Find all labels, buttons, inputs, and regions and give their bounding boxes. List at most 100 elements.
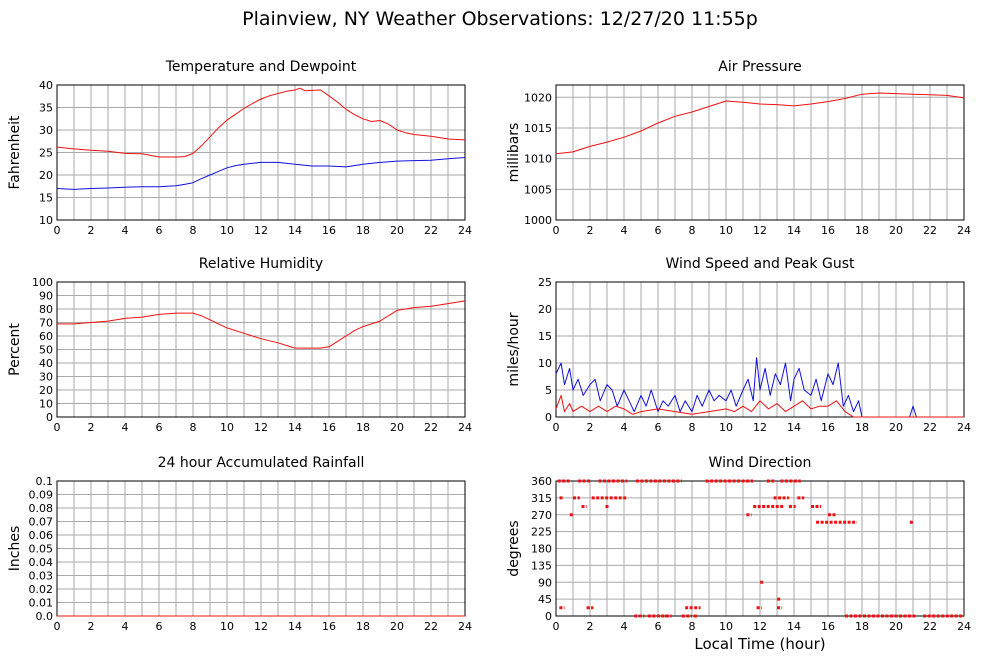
x-tick-label: 10	[719, 620, 733, 633]
x-tick-label: 16	[322, 224, 336, 237]
y-axis-label: Fahrenheit	[7, 115, 23, 190]
x-tick-label: 10	[220, 224, 234, 237]
y-tick-label: 0	[545, 610, 552, 623]
x-tick-label: 14	[288, 224, 302, 237]
y-tick-label: 10	[538, 357, 552, 370]
y-tick-label: 90	[538, 576, 552, 589]
plot-frame	[56, 84, 466, 221]
x-tick-label: 16	[821, 224, 835, 237]
y-tick-label: 10	[39, 214, 53, 227]
x-tick-label: 8	[689, 224, 696, 237]
x-tick-label: 4	[122, 620, 129, 633]
chart-title: Wind Direction	[709, 455, 812, 471]
x-tick-label: 6	[655, 224, 662, 237]
series-line-red	[555, 394, 964, 418]
y-tick-label: 50	[39, 344, 53, 357]
y-tick-label: 0.02	[29, 583, 54, 596]
y-tick-label: 15	[39, 192, 53, 205]
x-tick-label: 20	[889, 620, 903, 633]
x-axis-label: Local Time (hour)	[694, 635, 826, 653]
x-tick-label: 8	[689, 620, 696, 633]
x-tick-label: 12	[753, 224, 767, 237]
x-tick-label: 2	[88, 224, 95, 237]
x-tick-label: 22	[923, 620, 937, 633]
y-tick-label: 10	[39, 398, 53, 411]
x-tick-label: 10	[220, 421, 234, 434]
x-tick-label: 20	[889, 224, 903, 237]
x-tick-label: 6	[655, 620, 662, 633]
chart-title: Temperature and Dewpoint	[165, 59, 357, 75]
y-tick-label: 1005	[524, 183, 552, 196]
chart-title: Relative Humidity	[199, 256, 323, 272]
y-tick-label: 1020	[524, 91, 552, 104]
y-tick-label: 70	[39, 317, 53, 330]
page-title: Plainview, NY Weather Observations: 12/2…	[242, 8, 758, 30]
x-tick-label: 14	[288, 421, 302, 434]
x-tick-label: 18	[855, 421, 869, 434]
series-line-blue	[56, 157, 466, 190]
x-tick-label: 6	[156, 224, 163, 237]
x-tick-label: 4	[621, 224, 628, 237]
plot-frame	[555, 480, 965, 617]
plot-frame	[555, 281, 965, 418]
x-tick-label: 10	[719, 224, 733, 237]
y-axis-label: miles/hour	[506, 312, 522, 386]
y-tick-label: 0.03	[29, 570, 54, 583]
chart-title: Wind Speed and Peak Gust	[666, 256, 855, 272]
y-tick-label: 30	[39, 124, 53, 137]
x-tick-label: 0	[54, 620, 61, 633]
y-tick-label: 30	[39, 371, 53, 384]
x-tick-label: 10	[220, 620, 234, 633]
direction-point	[760, 580, 764, 584]
direction-point	[777, 597, 781, 601]
x-tick-label: 18	[356, 421, 370, 434]
x-tick-label: 2	[587, 620, 594, 633]
direction-point	[569, 513, 573, 517]
y-tick-label: 225	[531, 526, 552, 539]
x-tick-label: 2	[88, 421, 95, 434]
chart-temp: Temperature and Dewpoint 10 15 20 25 30 35 40 0 2…	[7, 59, 472, 237]
x-tick-label: 12	[254, 224, 268, 237]
x-tick-label: 8	[190, 620, 197, 633]
x-tick-label: 14	[787, 224, 801, 237]
x-tick-label: 20	[390, 421, 404, 434]
x-tick-label: 16	[322, 421, 336, 434]
x-tick-label: 24	[458, 620, 472, 633]
y-tick-label: 45	[538, 593, 552, 606]
direction-point	[693, 614, 697, 618]
x-tick-label: 24	[458, 224, 472, 237]
x-tick-label: 14	[787, 620, 801, 633]
plot-frame	[56, 281, 466, 418]
x-tick-label: 0	[54, 224, 61, 237]
y-tick-label: 15	[538, 330, 552, 343]
x-tick-label: 0	[553, 224, 560, 237]
x-tick-label: 2	[587, 224, 594, 237]
x-tick-label: 4	[621, 620, 628, 633]
x-tick-label: 6	[156, 620, 163, 633]
x-tick-label: 2	[587, 421, 594, 434]
x-tick-label: 14	[787, 421, 801, 434]
direction-point	[665, 614, 668, 618]
direction-point	[909, 520, 913, 524]
y-tick-label: 1015	[524, 122, 552, 135]
y-tick-label: 1010	[524, 153, 552, 166]
chart-rain: 24 hour Accumulated Rainfall0.00.010.020…	[7, 455, 472, 633]
y-tick-label: 360	[531, 475, 552, 488]
x-tick-label: 24	[957, 421, 971, 434]
y-axis-label: degrees	[506, 520, 522, 576]
x-tick-label: 4	[621, 421, 628, 434]
x-tick-label: 20	[889, 421, 903, 434]
x-tick-label: 14	[288, 620, 302, 633]
y-axis-label: millibars	[506, 123, 522, 183]
x-tick-label: 8	[190, 224, 197, 237]
x-tick-label: 24	[458, 421, 472, 434]
y-tick-label: 0.05	[29, 543, 54, 556]
x-tick-label: 0	[553, 421, 560, 434]
y-tick-label: 40	[39, 79, 53, 92]
x-tick-label: 22	[424, 620, 438, 633]
x-tick-label: 8	[689, 421, 696, 434]
y-tick-label: 20	[39, 169, 53, 182]
x-tick-label: 18	[855, 224, 869, 237]
x-tick-label: 2	[88, 620, 95, 633]
